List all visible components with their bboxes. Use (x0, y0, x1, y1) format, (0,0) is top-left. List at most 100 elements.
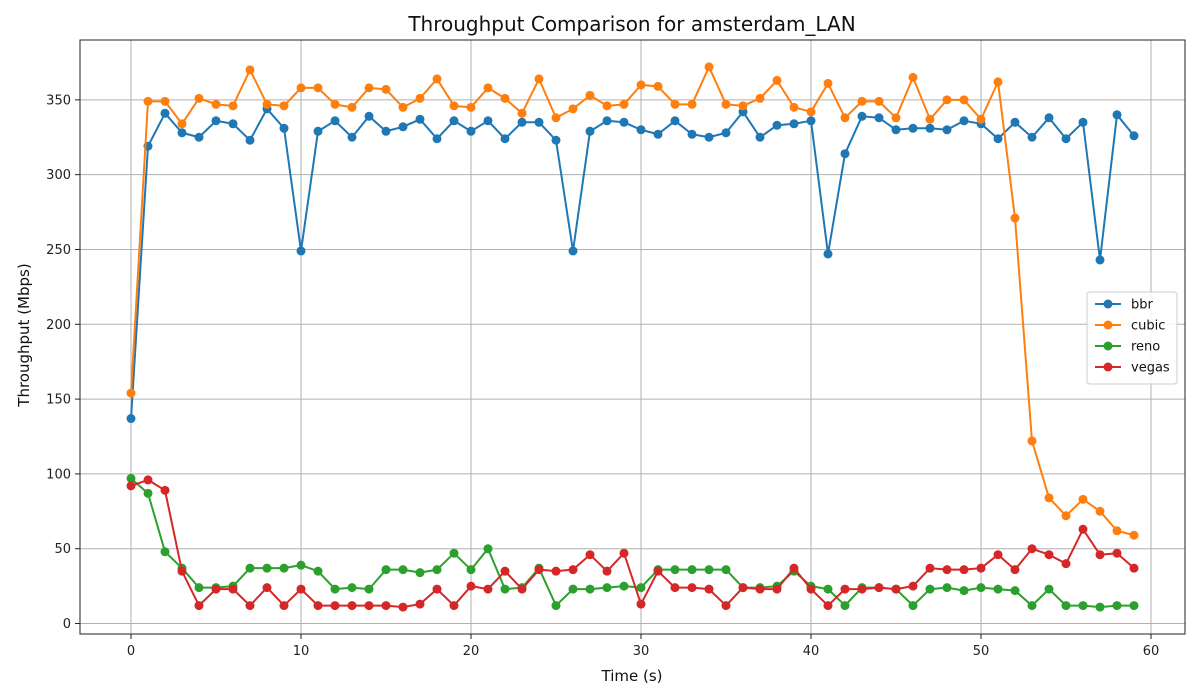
data-point-cubic (976, 114, 986, 124)
data-point-vegas (262, 583, 272, 593)
data-point-cubic (942, 95, 952, 105)
data-point-bbr (194, 132, 204, 142)
legend-marker (1103, 299, 1113, 309)
legend-item-reno: reno (1095, 340, 1160, 355)
data-point-cubic (891, 113, 901, 123)
data-point-bbr (619, 117, 629, 127)
data-point-reno (245, 563, 255, 573)
y-axis-label: Throughput (Mbps) (15, 263, 33, 407)
legend-marker (1103, 341, 1113, 351)
data-point-cubic (126, 388, 136, 398)
data-point-cubic (1044, 493, 1054, 503)
data-point-bbr (687, 129, 697, 139)
data-point-cubic (619, 99, 629, 109)
data-point-reno (483, 544, 493, 554)
data-point-cubic (670, 99, 680, 109)
data-point-bbr (1010, 117, 1020, 127)
data-point-bbr (313, 126, 323, 136)
data-point-reno (942, 583, 952, 593)
data-point-vegas (296, 584, 306, 594)
data-point-reno (687, 565, 697, 575)
data-point-reno (551, 601, 561, 611)
series-bbr (126, 104, 1139, 424)
data-point-reno (1078, 601, 1088, 611)
data-point-cubic (874, 96, 884, 106)
data-point-vegas (636, 599, 646, 609)
data-point-vegas (806, 584, 816, 594)
data-point-bbr (874, 113, 884, 123)
data-point-vegas (925, 563, 935, 573)
data-point-bbr (432, 134, 442, 144)
data-point-cubic (211, 99, 221, 109)
data-point-cubic (500, 93, 510, 103)
data-point-bbr (364, 111, 374, 121)
data-point-bbr (1078, 117, 1088, 127)
data-point-vegas (585, 550, 595, 560)
data-point-vegas (517, 584, 527, 594)
data-point-cubic (823, 78, 833, 88)
data-point-bbr (211, 116, 221, 126)
series-vegas (126, 475, 1139, 612)
data-point-cubic (908, 72, 918, 82)
data-point-bbr (330, 116, 340, 126)
data-point-reno (160, 547, 170, 557)
y-tick-label: 0 (63, 617, 71, 632)
data-point-vegas (381, 601, 391, 611)
data-point-cubic (534, 74, 544, 84)
data-point-vegas (619, 548, 629, 558)
data-point-bbr (245, 135, 255, 145)
data-point-vegas (177, 566, 187, 576)
data-point-reno (398, 565, 408, 575)
data-point-vegas (891, 584, 901, 594)
data-point-bbr (704, 132, 714, 142)
data-point-cubic (925, 114, 935, 124)
data-point-cubic (721, 99, 731, 109)
data-point-cubic (840, 113, 850, 123)
data-point-bbr (1027, 132, 1037, 142)
data-point-vegas (279, 601, 289, 611)
data-point-bbr (755, 132, 765, 142)
data-point-vegas (143, 475, 153, 485)
legend-item-bbr: bbr (1095, 298, 1154, 313)
data-point-reno (959, 586, 969, 596)
data-point-cubic (772, 75, 782, 85)
x-axis-label: Time (s) (601, 667, 663, 685)
data-point-vegas (755, 584, 765, 594)
data-point-reno (908, 601, 918, 611)
data-point-reno (568, 584, 578, 594)
data-point-vegas (874, 583, 884, 593)
data-point-bbr (449, 116, 459, 126)
data-point-vegas (432, 584, 442, 594)
data-point-reno (976, 583, 986, 593)
data-point-vegas (789, 563, 799, 573)
data-point-cubic (1095, 506, 1105, 516)
data-point-bbr (891, 125, 901, 135)
data-point-cubic (228, 101, 238, 111)
data-point-bbr (483, 116, 493, 126)
data-point-vegas (330, 601, 340, 611)
data-point-bbr (534, 117, 544, 127)
data-point-bbr (1044, 113, 1054, 123)
legend-marker (1103, 320, 1113, 330)
x-tick-label: 60 (1143, 644, 1160, 659)
data-point-vegas (1061, 559, 1071, 569)
data-point-vegas (228, 584, 238, 594)
data-point-vegas (738, 583, 748, 593)
data-point-reno (823, 584, 833, 594)
x-tick-label: 30 (633, 644, 650, 659)
data-point-bbr (1112, 110, 1122, 120)
legend-marker (1103, 362, 1113, 372)
y-tick-label: 300 (46, 168, 71, 183)
data-point-reno (1095, 602, 1105, 612)
data-point-vegas (942, 565, 952, 575)
data-point-cubic (245, 65, 255, 75)
data-point-vegas (1027, 544, 1037, 554)
data-point-reno (1112, 601, 1122, 611)
data-point-reno (993, 584, 1003, 594)
data-point-vegas (415, 599, 425, 609)
data-point-cubic (143, 96, 153, 106)
y-tick-label: 100 (46, 467, 71, 482)
data-point-bbr (721, 128, 731, 138)
data-point-reno (381, 565, 391, 575)
